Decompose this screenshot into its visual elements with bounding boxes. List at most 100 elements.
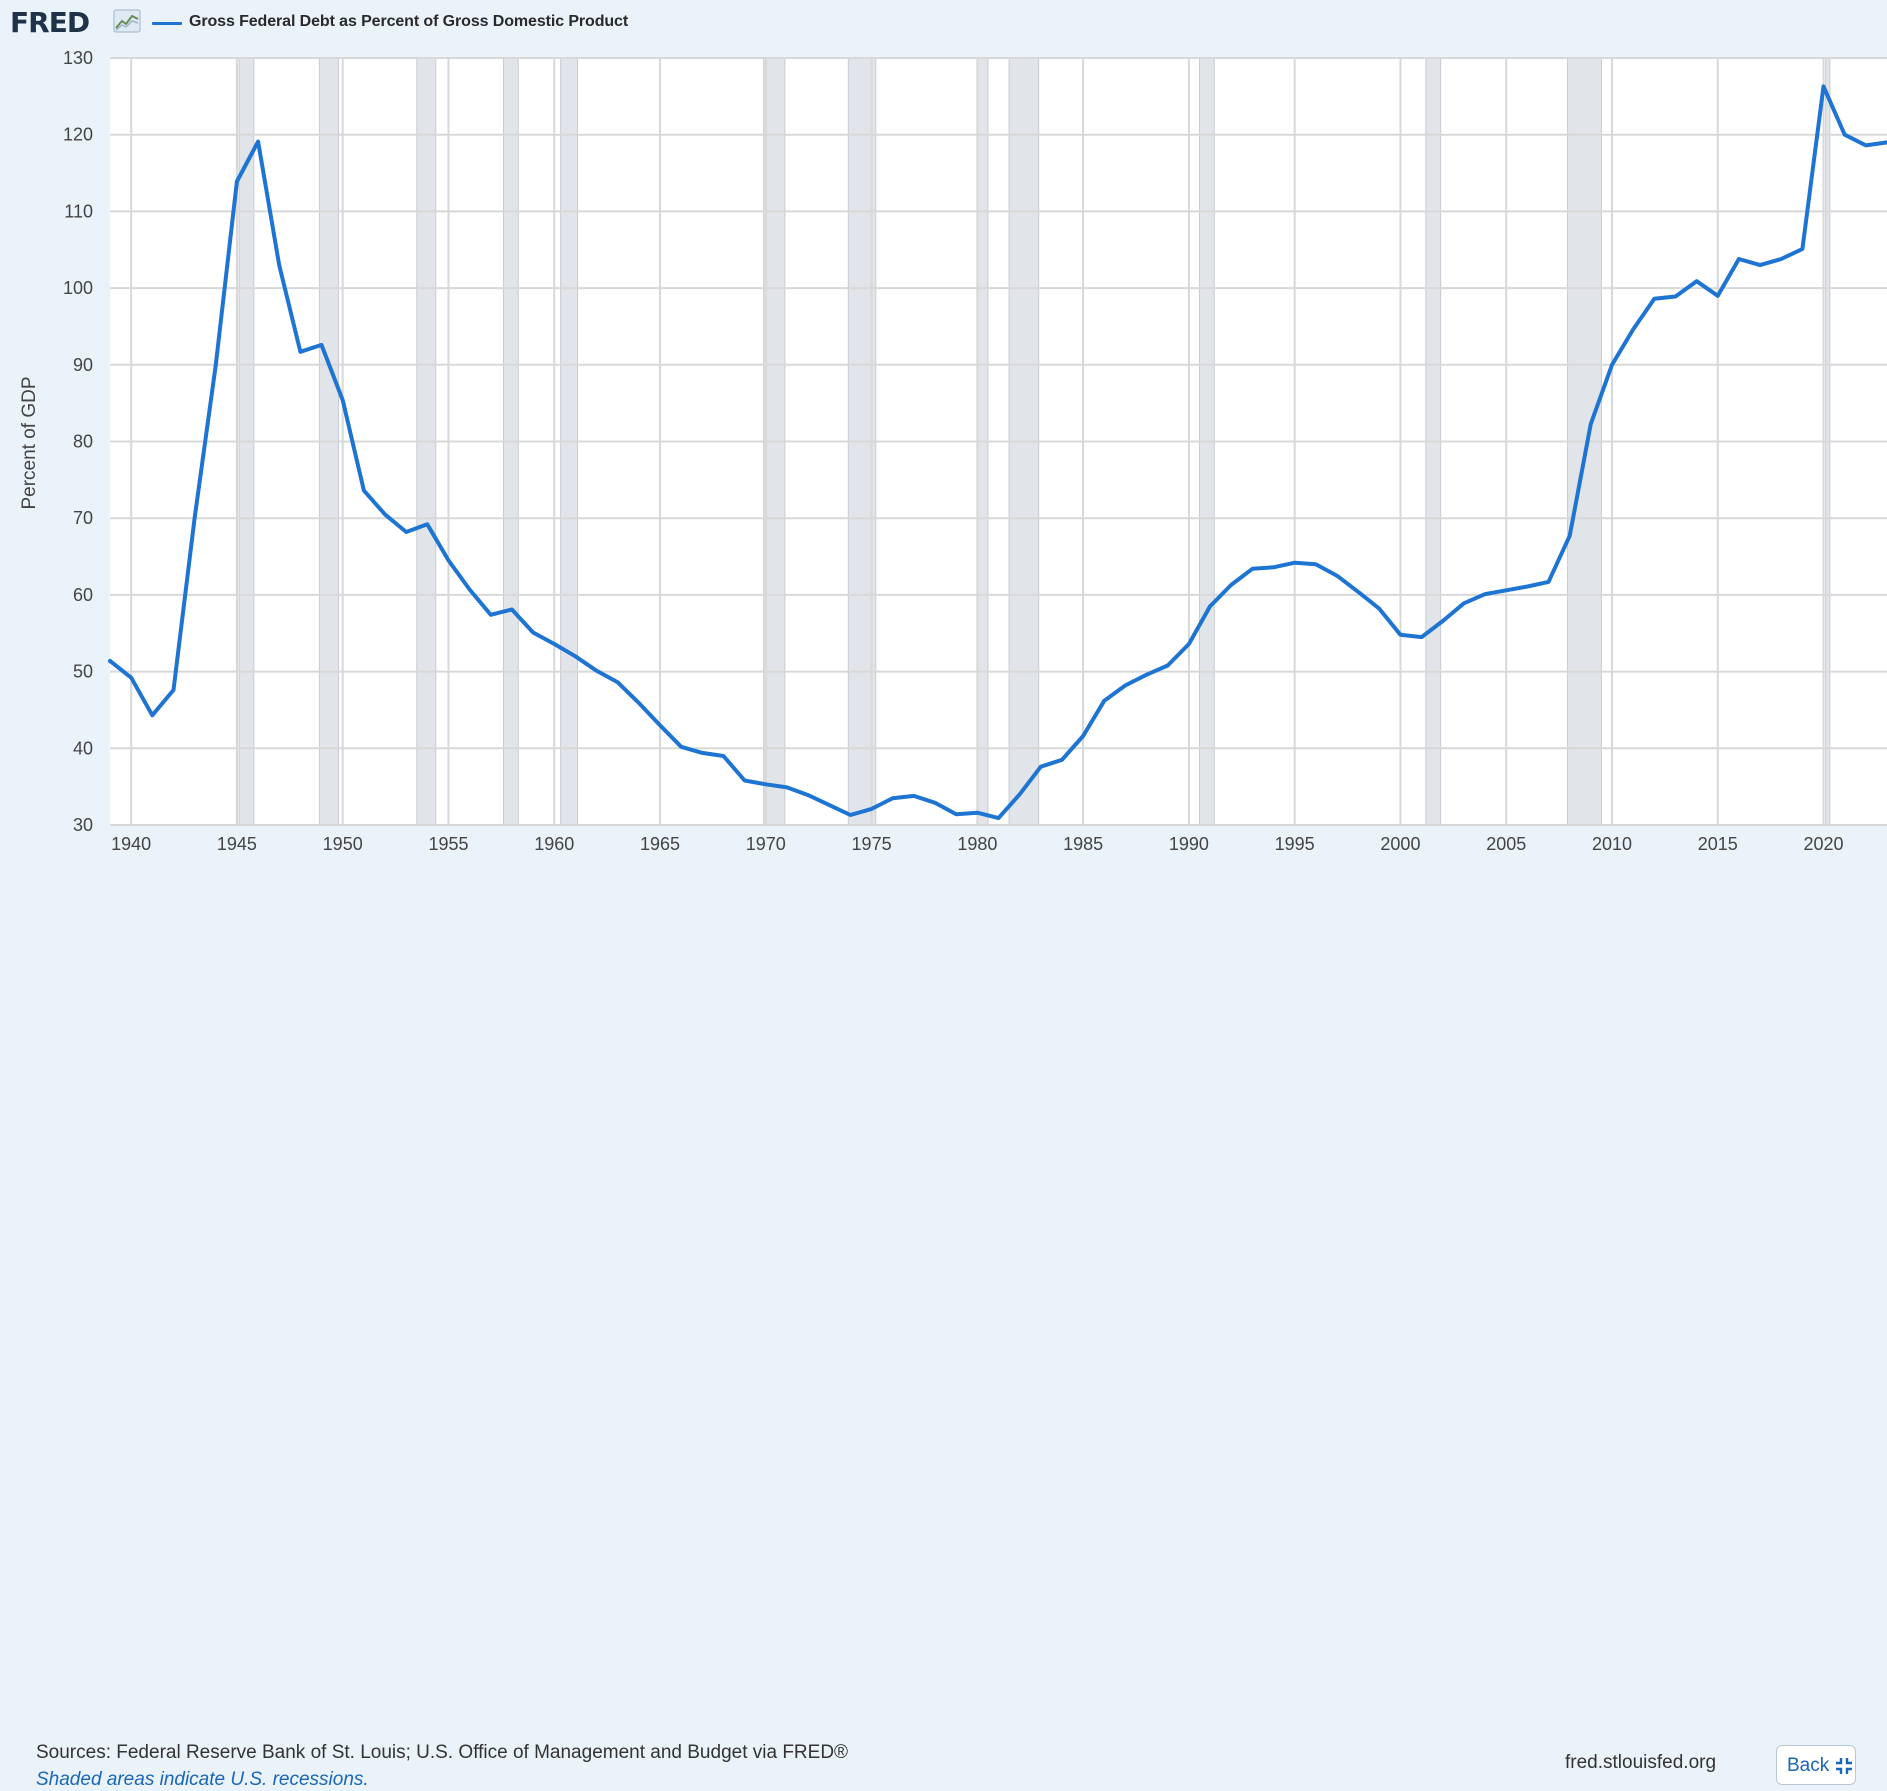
data-point[interactable] — [277, 263, 281, 267]
data-point[interactable] — [1208, 604, 1212, 609]
data-point[interactable] — [531, 630, 535, 635]
x-tick-label: 2000 — [1380, 834, 1420, 854]
data-point[interactable] — [827, 803, 831, 807]
data-point[interactable] — [489, 613, 493, 617]
data-point[interactable] — [1271, 565, 1276, 569]
data-point[interactable] — [573, 654, 578, 658]
data-point[interactable] — [1546, 580, 1551, 584]
data-point[interactable] — [510, 607, 514, 612]
y-tick-label: 50 — [73, 662, 93, 682]
data-point[interactable] — [341, 398, 345, 402]
data-point[interactable] — [1039, 765, 1043, 769]
data-point[interactable] — [1864, 143, 1868, 148]
x-tick-label: 1970 — [746, 834, 786, 854]
data-point[interactable] — [1144, 673, 1149, 677]
data-point[interactable] — [1631, 327, 1635, 332]
x-tick-label: 2015 — [1698, 834, 1738, 854]
data-point[interactable] — [235, 179, 239, 184]
data-point[interactable] — [743, 778, 747, 783]
data-point[interactable] — [319, 343, 324, 347]
data-point[interactable] — [1737, 257, 1741, 261]
data-point[interactable] — [869, 807, 874, 811]
data-point[interactable] — [679, 745, 683, 749]
data-point[interactable] — [446, 558, 451, 562]
data-point[interactable] — [1060, 758, 1064, 762]
data-point[interactable] — [1800, 247, 1804, 251]
data-point[interactable] — [721, 754, 726, 758]
data-point[interactable] — [1229, 583, 1233, 587]
fred-logo[interactable]: FRED — [10, 6, 90, 39]
data-point[interactable] — [1377, 607, 1381, 611]
data-point[interactable] — [806, 793, 810, 797]
data-point[interactable] — [214, 363, 218, 367]
data-point[interactable] — [362, 488, 366, 493]
data-point[interactable] — [764, 782, 768, 786]
data-point[interactable] — [1314, 562, 1318, 566]
site-link[interactable]: fred.stlouisfed.org — [1565, 1752, 1717, 1773]
data-point[interactable] — [933, 801, 937, 805]
data-point[interactable] — [1187, 642, 1191, 646]
x-axis-ticks: 1940 1945 1950 1955 1960 1965 1970 1975 1980 1985… — [111, 834, 1843, 854]
data-point[interactable] — [1843, 133, 1847, 137]
data-point[interactable] — [1758, 263, 1762, 267]
data-point[interactable] — [150, 713, 154, 717]
y-tick-label: 60 — [73, 585, 93, 605]
data-point[interactable] — [1504, 588, 1508, 592]
data-point[interactable] — [912, 794, 916, 798]
data-point[interactable] — [1398, 633, 1403, 637]
data-point[interactable] — [785, 785, 789, 790]
data-point[interactable] — [637, 701, 641, 705]
x-tick-label: 1945 — [217, 834, 257, 854]
data-point[interactable] — [1250, 567, 1254, 571]
data-point[interactable] — [1673, 294, 1678, 299]
data-point[interactable] — [129, 676, 133, 680]
data-point[interactable] — [1018, 792, 1022, 796]
data-point[interactable] — [468, 587, 472, 592]
data-point[interactable] — [1525, 584, 1529, 589]
data-point[interactable] — [193, 516, 197, 520]
data-point[interactable] — [616, 680, 620, 684]
data-point[interactable] — [658, 723, 662, 727]
data-point[interactable] — [383, 512, 387, 516]
x-tick-label: 1965 — [640, 834, 680, 854]
data-point[interactable] — [1419, 635, 1424, 639]
data-point[interactable] — [1356, 590, 1360, 594]
recession-bands — [238, 57, 1831, 826]
back-button[interactable]: Back — [1776, 1745, 1856, 1785]
data-point[interactable] — [1462, 601, 1466, 605]
data-point[interactable] — [1166, 663, 1170, 668]
data-point[interactable] — [1483, 592, 1487, 596]
x-tick-label: 1950 — [323, 834, 363, 854]
data-point[interactable] — [1123, 683, 1128, 688]
data-point[interactable] — [108, 659, 112, 663]
data-point[interactable] — [1695, 279, 1699, 283]
data-point[interactable] — [1293, 561, 1297, 565]
data-point[interactable] — [1589, 422, 1593, 426]
data-point[interactable] — [404, 530, 408, 534]
data-point[interactable] — [1716, 294, 1720, 298]
data-point[interactable] — [848, 813, 853, 817]
data-point[interactable] — [1081, 734, 1085, 738]
data-point[interactable] — [1102, 699, 1106, 703]
data-point[interactable] — [1610, 363, 1614, 367]
data-point[interactable] — [256, 140, 260, 144]
data-point[interactable] — [1568, 534, 1572, 538]
data-point[interactable] — [298, 350, 302, 354]
data-point[interactable] — [975, 811, 979, 815]
series-layer — [108, 84, 1887, 821]
data-point[interactable] — [700, 751, 704, 755]
recession-note: Shaded areas indicate U.S. recessions. — [36, 1769, 369, 1790]
data-point[interactable] — [1441, 619, 1445, 623]
data-point[interactable] — [1335, 574, 1339, 578]
data-point[interactable] — [996, 816, 1001, 820]
data-point[interactable] — [171, 688, 176, 692]
data-point[interactable] — [1779, 257, 1783, 261]
data-point[interactable] — [954, 812, 958, 816]
data-point[interactable] — [552, 642, 556, 646]
data-point[interactable] — [594, 669, 599, 673]
data-point[interactable] — [425, 522, 429, 526]
data-point[interactable] — [1821, 84, 1826, 88]
data-point[interactable] — [1652, 297, 1656, 301]
data-point[interactable] — [891, 796, 895, 800]
